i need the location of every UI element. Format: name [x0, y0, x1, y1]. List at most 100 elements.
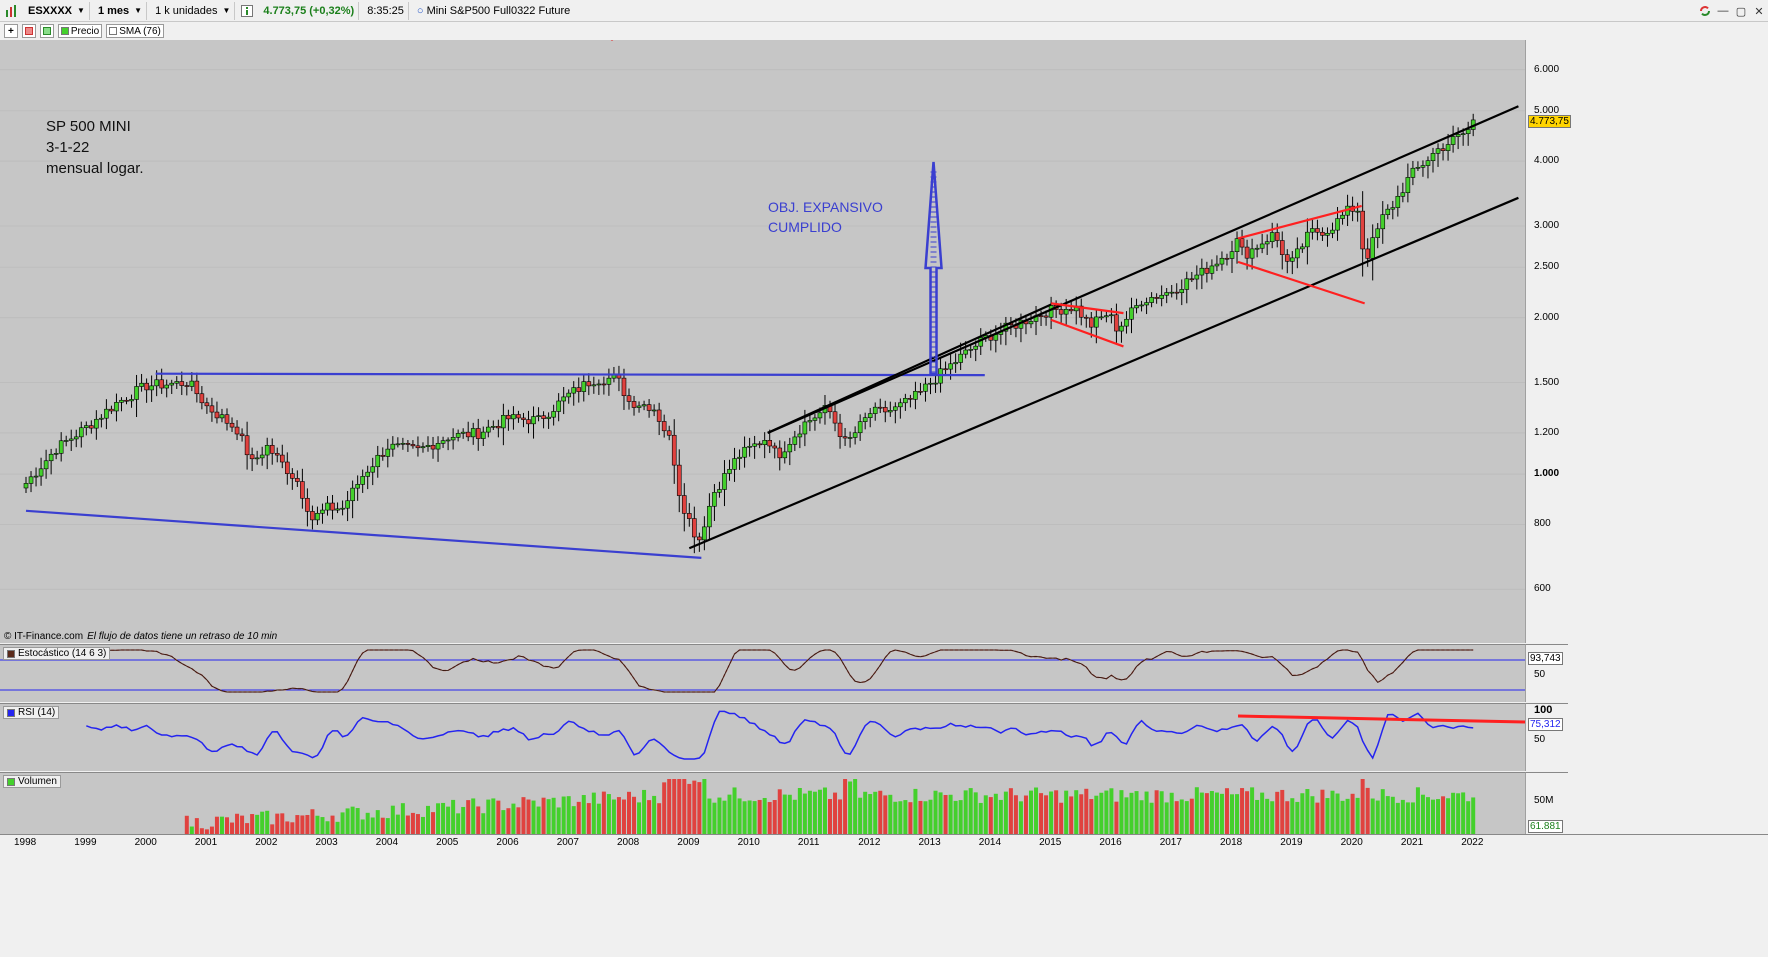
volume-bar: [1270, 801, 1275, 835]
candle-body: [1365, 248, 1370, 259]
annotation-line: SP 500 MINI: [46, 118, 131, 135]
volume-bar: [235, 813, 240, 835]
candle: [561, 386, 566, 415]
candle-body: [606, 377, 612, 385]
candle-body: [812, 417, 818, 421]
period-label: 1 mes: [97, 4, 130, 17]
export-button[interactable]: [39, 24, 54, 38]
candle: [1284, 249, 1290, 274]
price-toggle[interactable]: Precio: [57, 24, 103, 38]
volume-bar: [1023, 795, 1028, 835]
candle-body: [1320, 231, 1325, 236]
candle-body: [33, 475, 39, 478]
units-selector[interactable]: 1 k unidades ▼: [151, 1, 236, 20]
candle: [480, 426, 486, 446]
chart-icon[interactable]: [4, 3, 20, 19]
maximize-icon[interactable]: ▢: [1735, 5, 1747, 18]
candle: [807, 414, 813, 432]
volume-bar: [657, 803, 662, 835]
volume-bar: [978, 802, 983, 835]
candle: [194, 372, 200, 403]
candle: [772, 442, 778, 459]
candle-body: [380, 454, 386, 457]
rsi-pane[interactable]: RSI (14): [0, 703, 1526, 771]
volume-bar: [938, 792, 943, 835]
rsi-legend[interactable]: RSI (14): [3, 706, 60, 719]
candle: [636, 401, 642, 413]
candle: [496, 419, 501, 438]
stochastic-legend[interactable]: Estocástico (14 6 3): [3, 647, 111, 660]
candles: [23, 113, 1476, 554]
volume-bar: [1044, 795, 1049, 835]
add-indicator-button[interactable]: +: [4, 24, 18, 38]
sma-toggle[interactable]: SMA (76): [106, 24, 164, 38]
volume-bar: [325, 821, 330, 835]
candle: [1370, 224, 1375, 281]
candle-body: [506, 415, 511, 420]
candle-body: [189, 380, 195, 387]
volume-bar: [1029, 790, 1033, 835]
volume-pane[interactable]: Volumen: [0, 772, 1525, 835]
volume-bar: [330, 815, 335, 835]
candle: [511, 406, 516, 430]
stochastic-pane[interactable]: Estocástico (14 6 3): [0, 644, 1525, 702]
remove-indicator-button[interactable]: [21, 24, 36, 38]
symbol-selector[interactable]: ESXXXX ▼: [24, 1, 90, 20]
candle-body: [641, 404, 647, 407]
candle-body: [571, 387, 577, 394]
volume-bar: [702, 779, 707, 835]
info-icon[interactable]: [239, 3, 255, 19]
volume-bar: [561, 796, 566, 835]
candle-body: [455, 433, 461, 438]
price-tick: 2.500: [1534, 261, 1560, 273]
minimize-icon[interactable]: —: [1717, 5, 1729, 17]
candle-body: [1194, 274, 1200, 280]
candle: [1380, 201, 1386, 244]
time-tick: 2005: [436, 837, 459, 848]
candle-body: [1154, 297, 1159, 299]
candle-body: [1284, 254, 1290, 262]
objective-annotation: OBJ. EXPANSIVO CUMPLIDO: [768, 197, 883, 237]
candle: [325, 495, 330, 516]
time-axis[interactable]: 1998 1999 2000 2001 2002 2003 2004 2005 2006 2007…: [0, 834, 1768, 850]
volume-bar: [199, 828, 204, 835]
time-tick: 2002: [255, 837, 278, 848]
candle-body: [591, 384, 597, 387]
period-selector[interactable]: 1 mes ▼: [94, 1, 148, 20]
candle-body: [727, 469, 732, 474]
candle: [862, 412, 868, 430]
candle-body: [676, 464, 682, 496]
candle: [641, 400, 647, 411]
candle-body: [1385, 208, 1391, 215]
candle-body: [194, 380, 200, 395]
volume-bar: [652, 795, 657, 835]
candle: [1415, 161, 1421, 171]
candle: [63, 435, 69, 447]
candle: [1174, 283, 1180, 300]
trendline: [1050, 302, 1124, 315]
trendline: [1237, 204, 1362, 240]
candle-body: [847, 437, 853, 439]
volume-legend[interactable]: Volumen: [3, 775, 61, 788]
candle-body: [315, 512, 320, 521]
candle: [968, 344, 974, 358]
price-axis[interactable]: 6.000 5.000 4.000 3.000 2.500 2.000 1.500 1.200…: [1525, 40, 1571, 643]
close-icon[interactable]: ✕: [1754, 5, 1764, 18]
candle: [646, 399, 652, 418]
price-chart-pane[interactable]: SP 500 MINI 3-1-22 mensual logar. OBJ. E…: [0, 37, 1525, 643]
candle: [370, 457, 376, 486]
volume-bar: [1119, 790, 1124, 835]
volume-bar: [918, 800, 923, 835]
volume-bar: [601, 791, 606, 835]
volume-bar: [1069, 796, 1074, 835]
candle: [591, 376, 597, 394]
last-price: 4.773,75 (+0,32%): [259, 1, 360, 20]
source-note: El flujo de datos tiene un retraso de 10…: [87, 631, 278, 642]
volume-bar: [1415, 787, 1420, 835]
candle-body: [968, 349, 974, 351]
candle: [455, 429, 461, 442]
candle: [345, 491, 350, 522]
time-tick: 2003: [315, 837, 338, 848]
candle: [134, 374, 139, 418]
refresh-icon[interactable]: [1696, 2, 1714, 20]
